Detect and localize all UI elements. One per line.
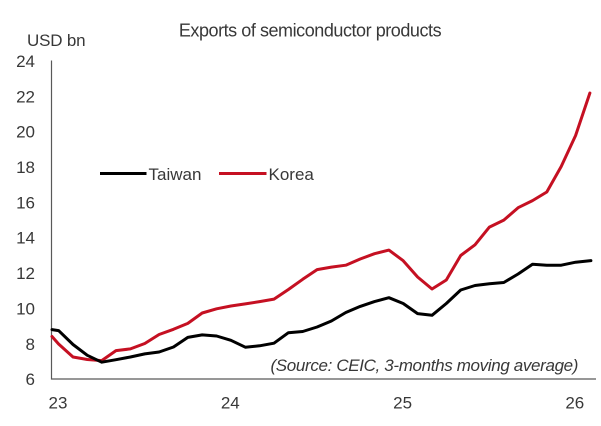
svg-text:24: 24 — [221, 393, 240, 412]
svg-text:25: 25 — [393, 393, 412, 412]
svg-text:22: 22 — [16, 87, 35, 106]
svg-text:Exports of semiconductor produ: Exports of semiconductor products — [179, 20, 442, 40]
svg-text:23: 23 — [49, 393, 68, 412]
svg-text:12: 12 — [16, 264, 35, 283]
svg-text:16: 16 — [16, 193, 35, 212]
svg-text:Taiwan: Taiwan — [149, 165, 202, 184]
svg-text:24: 24 — [16, 52, 35, 71]
svg-text:14: 14 — [16, 229, 35, 248]
svg-text:10: 10 — [16, 299, 35, 318]
svg-text:8: 8 — [26, 335, 35, 354]
svg-text:18: 18 — [16, 158, 35, 177]
svg-text:26: 26 — [565, 393, 584, 412]
svg-text:20: 20 — [16, 123, 35, 142]
svg-text:6: 6 — [26, 370, 35, 389]
svg-text:USD bn: USD bn — [27, 31, 85, 50]
svg-text:Korea: Korea — [269, 165, 315, 184]
svg-text:(Source: CEIC, 3-months moving: (Source: CEIC, 3-months moving average) — [271, 356, 579, 375]
